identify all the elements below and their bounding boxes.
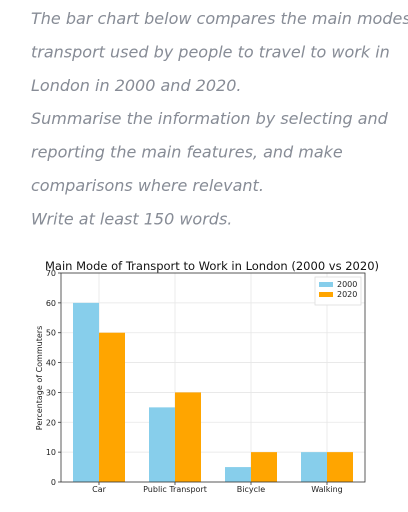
x-tick-label: Walking <box>311 485 343 494</box>
instruction-line: comparisons where relevant. <box>31 176 264 195</box>
chart-title: Main Mode of Transport to Work in London… <box>45 259 379 273</box>
y-tick-label: 50 <box>46 329 56 338</box>
bar <box>301 452 327 482</box>
bar <box>327 452 353 482</box>
y-axis-label: Percentage of Commuters <box>35 326 44 430</box>
bar <box>175 392 201 482</box>
bar <box>225 467 251 482</box>
legend-label: 2000 <box>337 280 357 289</box>
instruction-line: The bar chart below compares the main mo… <box>31 9 408 28</box>
y-tick-label: 10 <box>46 448 56 457</box>
y-tick-label: 30 <box>46 388 56 397</box>
bar <box>149 407 175 482</box>
legend-box <box>314 276 362 306</box>
plot-frame <box>60 272 366 483</box>
x-tick-label: Bicycle <box>237 485 265 494</box>
y-tick-label: 70 <box>46 269 56 278</box>
y-tick-label: 0 <box>51 478 56 487</box>
instruction-line: reporting the main features, and make <box>31 143 343 162</box>
bar <box>99 332 125 482</box>
instruction-line: transport used by people to travel to wo… <box>31 42 390 61</box>
bar <box>73 302 99 482</box>
y-tick-label: 60 <box>46 299 56 308</box>
instruction-line: Write at least 150 words. <box>31 209 232 228</box>
bar <box>251 452 277 482</box>
y-tick-label: 40 <box>46 359 56 368</box>
x-tick-label: Public Transport <box>143 485 207 494</box>
y-tick-label: 20 <box>46 418 56 427</box>
legend-label: 2020 <box>337 290 357 299</box>
legend-swatch <box>319 282 333 287</box>
instruction-line: London in 2000 and 2020. <box>31 76 241 95</box>
instruction-line: Summarise the information by selecting a… <box>31 109 389 128</box>
legend-swatch <box>319 292 333 297</box>
x-tick-label: Car <box>92 485 106 494</box>
